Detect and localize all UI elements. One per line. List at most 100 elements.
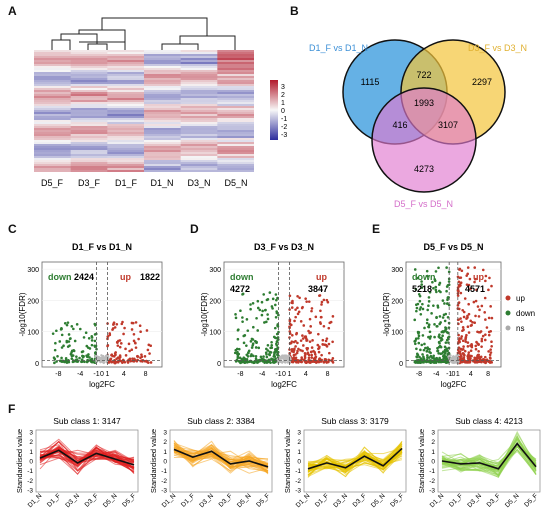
heatmap-cell [180, 122, 218, 125]
heatmap-cell [34, 156, 71, 159]
volcano-point [289, 323, 293, 327]
volcano-ytick: 100 [209, 330, 221, 337]
volcano-point [444, 355, 447, 358]
heatmap-cell [180, 156, 218, 159]
heatmap-cell [217, 94, 254, 97]
volcano-point [465, 317, 468, 320]
volcano-point [78, 327, 82, 331]
volcano-point [273, 360, 276, 364]
volcano-point [146, 348, 150, 352]
volcano-point [274, 303, 277, 307]
volcano-point [324, 343, 328, 347]
heatmap-cell [144, 108, 181, 111]
volcano-point [245, 353, 249, 357]
heatmap-cell [144, 60, 181, 63]
heatmap-cell [144, 58, 181, 61]
volcano-point [420, 280, 423, 283]
heatmap-cell [107, 86, 145, 89]
heatmap-cell [217, 98, 254, 101]
volcano-point [146, 361, 150, 364]
volcano-point [446, 316, 450, 319]
scale-tick: 3 [281, 84, 285, 91]
volcano-point [308, 317, 312, 321]
volcano-point [305, 339, 308, 342]
volcano-point [460, 320, 463, 323]
volcano-ylabel: -log10(FDR) [382, 292, 391, 336]
heatmap-cell [180, 92, 218, 95]
volcano-point [265, 347, 268, 351]
volcano-point [121, 361, 124, 364]
heatmap-cell [107, 80, 145, 83]
volcano-point [236, 352, 239, 356]
heatmap-cell [70, 80, 108, 83]
volcano-point [75, 323, 79, 326]
volcano-point [295, 332, 298, 336]
heatmap-cell [107, 110, 145, 113]
volcano-point [298, 296, 301, 300]
subclass-xtick: D3_F [218, 492, 234, 508]
volcano-point [121, 320, 124, 324]
heatmap-cell [34, 132, 71, 135]
volcano-point [243, 334, 247, 337]
volcano-point [60, 356, 63, 360]
heatmap-cell [70, 90, 108, 93]
heatmap-cell [34, 108, 71, 111]
heatmap-cell [144, 102, 181, 105]
volcano-point [422, 348, 426, 352]
heatmap-cell [70, 88, 108, 91]
volcano-point [416, 353, 420, 357]
heatmap-cell [217, 68, 254, 71]
heatmap-cell [107, 90, 145, 93]
volcano-point [303, 356, 307, 360]
heatmap-cell [217, 136, 254, 139]
subclass-ytick: -3 [429, 488, 435, 495]
heatmap-cell [180, 152, 218, 155]
heatmap-cell [34, 104, 71, 107]
heatmap-cell [34, 168, 71, 171]
volcano-point [245, 318, 249, 321]
volcano-point [83, 360, 86, 364]
heatmap-cell [217, 80, 254, 83]
heatmap-cell [217, 100, 254, 103]
volcano-point [149, 344, 152, 348]
volcano-point [266, 317, 270, 321]
volcano-point [476, 305, 480, 308]
volcano-point [490, 316, 494, 320]
heatmap-cell [144, 150, 181, 153]
volcano-point [241, 293, 244, 296]
heatmap-cell [70, 150, 108, 153]
volcano-point [484, 361, 488, 364]
volcano-point [90, 343, 94, 347]
volcano-point [291, 301, 294, 305]
color-scale-bar [270, 80, 278, 140]
heatmap-cell [217, 78, 254, 81]
dendrogram [51, 17, 236, 50]
volcano-point [313, 351, 317, 354]
volcano-point [322, 324, 326, 328]
heatmap-col-label: D5_F [41, 178, 64, 188]
volcano-point [299, 320, 303, 323]
volcano-point [68, 344, 71, 347]
heatmap-cell [144, 132, 181, 135]
volcano-point [88, 356, 91, 359]
volcano-point [414, 339, 417, 342]
subclass-xtick: D5_F [389, 492, 405, 508]
volcano-point [60, 333, 64, 337]
heatmap-cell [34, 138, 71, 141]
volcano-point [466, 325, 470, 328]
heatmap-cell [144, 114, 181, 117]
volcano-point [413, 268, 417, 271]
volcano-point [234, 313, 237, 316]
volcano-point [266, 298, 270, 301]
volcano-point [106, 354, 110, 358]
subclass-xtick: D5_N [504, 492, 521, 509]
volcano-point [477, 343, 480, 347]
heatmap-cell [70, 134, 108, 137]
volcano-point [441, 316, 445, 319]
volcano-point [281, 355, 285, 359]
volcano-point [427, 296, 431, 299]
volcano-point [245, 358, 249, 361]
subclass-mean-line [307, 447, 403, 470]
volcano-point [65, 323, 69, 327]
subclass-ytick: 3 [297, 429, 301, 436]
